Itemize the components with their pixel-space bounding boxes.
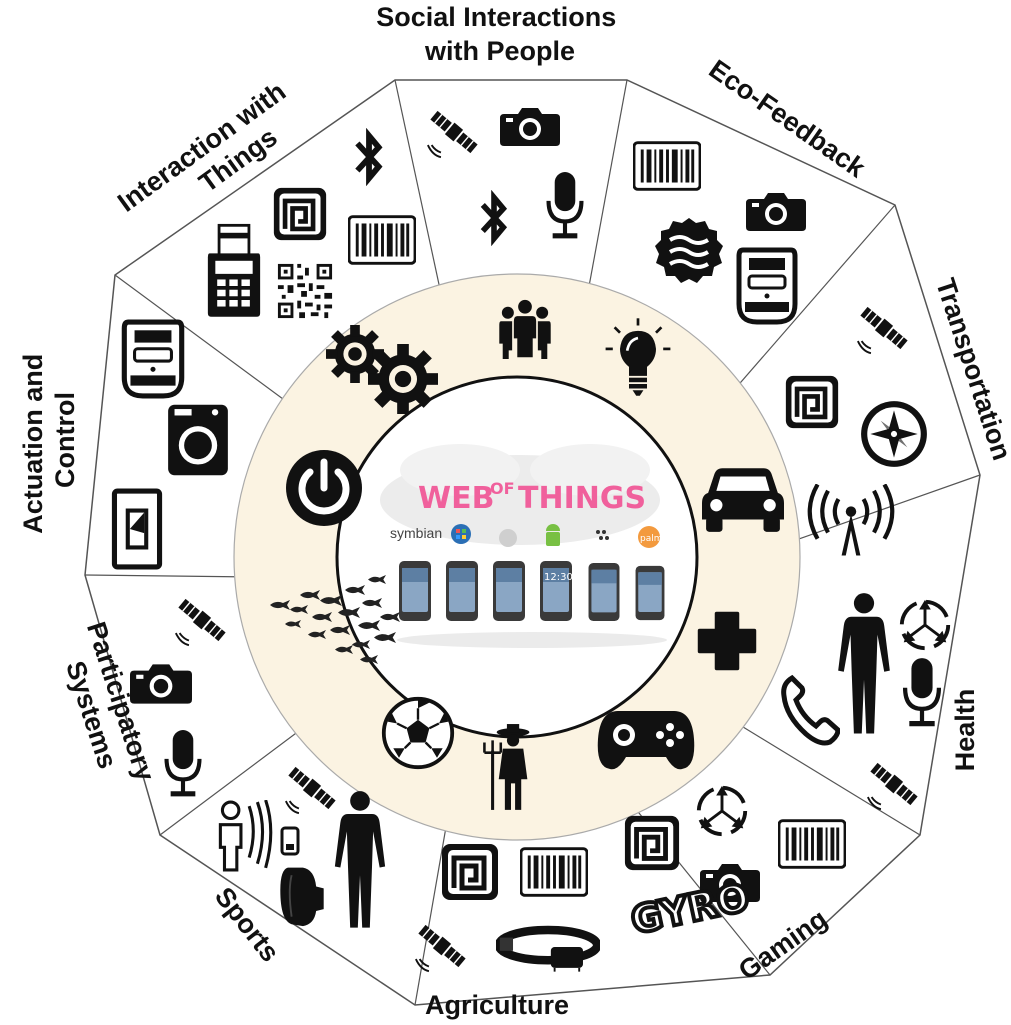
center-title-of: OF [490,479,515,498]
smart-meter-icon [739,250,795,322]
wearable-icon [280,826,300,856]
os-symbian-label: symbian [390,525,442,541]
android-logo-icon [546,524,560,546]
smartphone-row: 12:30 [399,561,665,622]
nfc-tag-icon [442,844,498,900]
washing-machine-icon [168,404,228,476]
people-group-icon [499,299,551,359]
center-title-things: THINGS [518,481,646,516]
blackberry-logo-icon [596,530,609,540]
nfc-tag-icon [274,188,326,240]
center-logo: WEB OF THINGS symbian palm [380,444,667,648]
os-palm-label: palm [640,534,663,544]
nfc-tag-icon [786,376,838,428]
palm-logo-icon: palm [638,526,663,548]
smart-meter-icon [124,322,181,396]
label-social-line1: Social Interactions [376,2,616,32]
qr-code-icon [276,262,334,320]
phone-clock-display: 12:30 [544,572,573,583]
label-actuation: Actuation and Control [18,346,80,534]
compass-icon [861,401,927,467]
label-actuation-line1: Actuation and [18,354,48,534]
label-social: Social Interactions with People [376,2,624,66]
center-title-web: WEB [418,481,494,516]
power-button-icon [286,450,362,526]
label-health: Health [950,689,980,772]
light-switch-icon [114,491,159,567]
label-agriculture: Agriculture [425,990,569,1020]
apple-logo-icon [499,529,517,547]
windows-logo-icon [451,524,471,544]
nfc-tag-icon [625,816,679,870]
label-social-line2: with People [424,36,575,66]
label-actuation-line2: Control [50,392,80,488]
soccer-ball-icon [381,696,455,770]
